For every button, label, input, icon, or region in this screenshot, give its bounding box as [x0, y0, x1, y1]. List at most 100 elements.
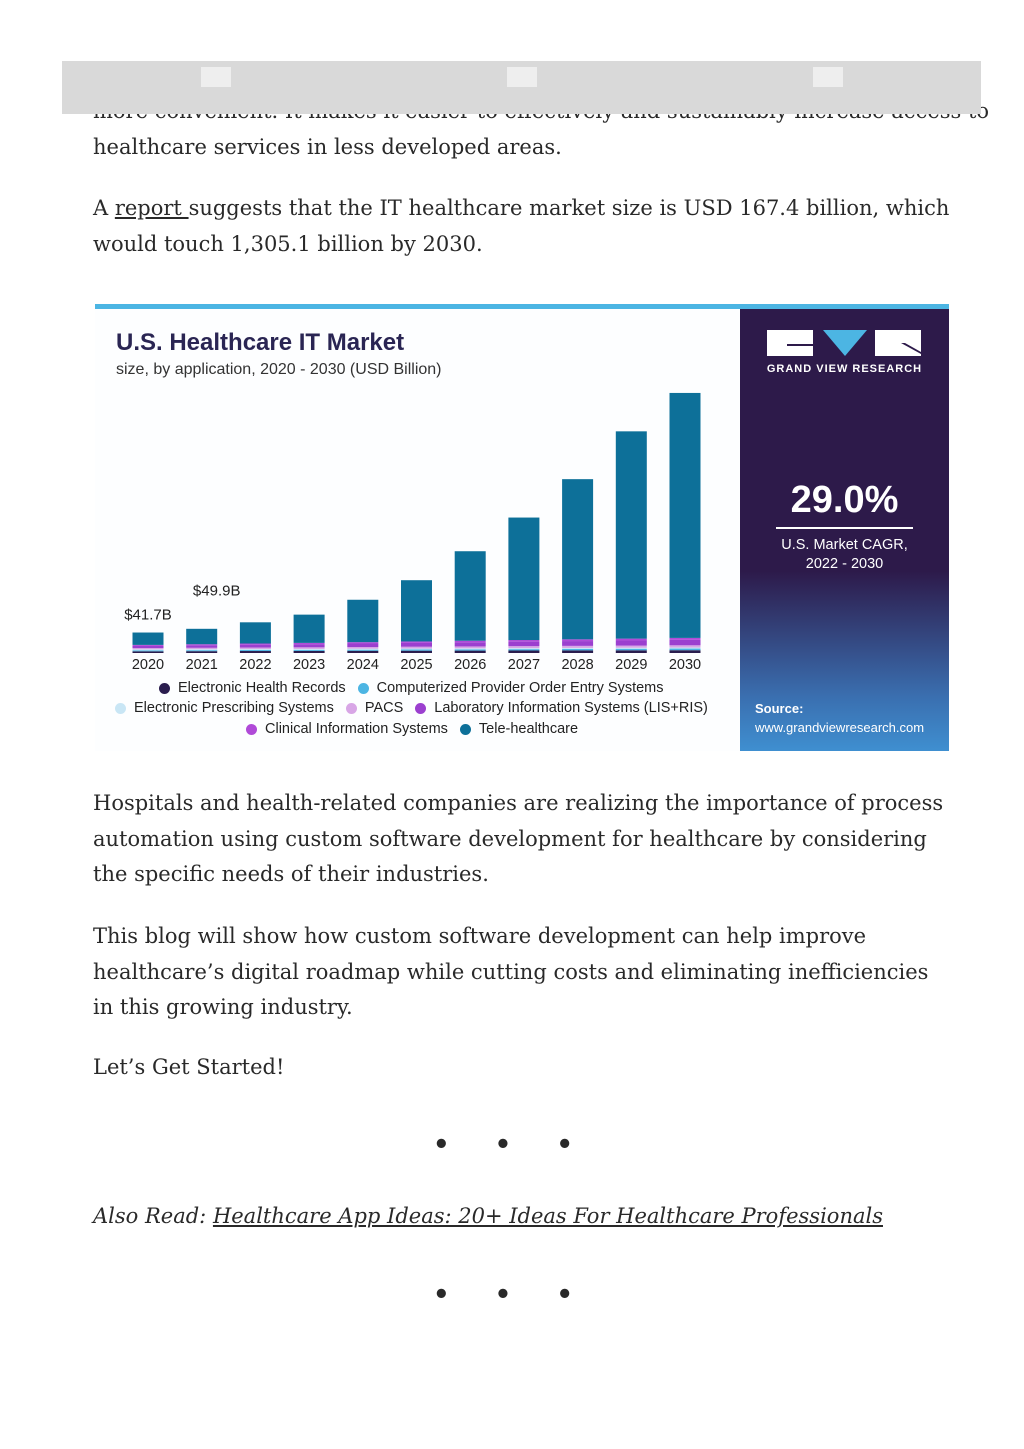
source-label: Source: [755, 701, 804, 716]
paragraph-blog: This blog will show how custom software … [93, 924, 929, 1019]
bar-2029-seg-0 [615, 650, 647, 653]
bar-2028-seg-6 [562, 479, 594, 640]
bar-2027-seg-4 [508, 641, 540, 647]
bar-2025-seg-6 [401, 580, 432, 642]
bar-2028-seg-1 [562, 648, 594, 651]
also-read-link[interactable]: Healthcare App Ideas: 20+ Ideas For Heal… [212, 1204, 883, 1228]
paragraph-get-started: Let’s Get Started! [93, 1055, 285, 1079]
bar-2027-seg-5 [508, 640, 540, 642]
bar-2020-seg-0 [132, 651, 164, 653]
toolbar-mask [62, 61, 981, 114]
bar-2024-seg-3 [347, 647, 379, 649]
bar-2026-seg-2 [454, 648, 486, 650]
bar-2023-seg-5 [293, 642, 325, 645]
grand-view-logo-icon [767, 330, 921, 356]
bar-2030-seg-6 [669, 392, 701, 638]
toolbar-button-c[interactable] [813, 67, 843, 87]
bar-2023-seg-0 [293, 650, 325, 653]
legend-label-lis: Laboratory Information Systems (LIS+RIS) [434, 700, 708, 716]
bar-2022-seg-0 [239, 651, 271, 653]
paragraph-hospitals: Hospitals and health-related companies a… [93, 791, 944, 886]
bar-2023-seg-4 [293, 644, 325, 648]
legend-dot-tele [459, 723, 471, 735]
bar-2023-seg-1 [293, 649, 325, 651]
bar-2030-seg-1 [669, 648, 701, 651]
infographic-top-line [95, 304, 949, 309]
bar-2025-seg-3 [401, 646, 432, 649]
bar-2021-seg-4 [186, 645, 218, 648]
bar-2029-seg-2 [615, 647, 647, 649]
bar-2029-seg-6 [615, 431, 647, 639]
bar-2025-seg-0 [401, 650, 432, 653]
bar-2029-seg-1 [615, 648, 647, 651]
x-tick-2025: 2025 [400, 657, 432, 673]
legend-dot-cis [246, 723, 257, 735]
bar-2021-seg-1 [186, 650, 218, 652]
bar-2026-seg-5 [454, 640, 486, 643]
bar-2028-seg-4 [562, 641, 594, 646]
bar-2021-seg-0 [186, 651, 218, 653]
cagr-value: 29.0% [790, 479, 899, 521]
bar-2022-seg-3 [239, 647, 271, 650]
x-tick-2024: 2024 [347, 657, 379, 673]
bar-2020-seg-5 [132, 644, 164, 646]
bar-2025-seg-4 [401, 642, 432, 647]
bar-2025-seg-2 [401, 648, 432, 650]
bar-2024-seg-4 [347, 643, 379, 648]
x-tick-2030: 2030 [669, 657, 701, 673]
bar-2022-seg-2 [239, 649, 271, 651]
x-tick-2028: 2028 [561, 657, 593, 673]
bar-2022-seg-5 [239, 643, 271, 645]
bar-2026-seg-3 [454, 646, 486, 649]
section-separator-2: • • • [433, 1280, 591, 1310]
report-link[interactable]: report [114, 196, 189, 220]
bar-2021-seg-6 [186, 628, 218, 645]
brand-name: GRAND VIEW RESEARCH [766, 363, 923, 375]
toolbar-button-a[interactable] [201, 67, 231, 87]
bar-2020-seg-4 [132, 645, 164, 649]
stacked-bar-chart: 2020 2021 2022 2023 2024 2025 2026 2027 2028 2029… [124, 392, 701, 673]
x-tick-2029: 2029 [615, 657, 647, 673]
bar-2025-seg-1 [401, 649, 432, 651]
also-read: Also Read: Healthcare App Ideas: 20+ Ide… [93, 1199, 883, 1234]
panel-gradient [740, 571, 949, 751]
toolbar-button-b[interactable] [507, 67, 537, 87]
data-label-2021: $49.9B [193, 582, 241, 599]
report-prefix: A [93, 196, 115, 220]
bar-2024-seg-1 [347, 649, 379, 651]
legend-dot-lis [415, 702, 427, 714]
source-url: www.grandviewresearch.com [755, 720, 925, 735]
x-tick-2020: 2020 [132, 657, 164, 673]
bar-2025-seg-5 [401, 641, 432, 643]
bar-2030-seg-3 [669, 645, 701, 648]
bar-2023-seg-6 [293, 614, 325, 643]
x-tick-2023: 2023 [293, 657, 325, 673]
paragraph-access: healthcare services in less developed ar… [93, 135, 562, 159]
bar-2029-seg-5 [615, 638, 647, 641]
legend-dot-ehr [159, 682, 170, 694]
bar-2028-seg-0 [562, 650, 594, 653]
bar-2027-seg-2 [508, 648, 540, 650]
cagr-panel: GRAND VIEW RESEARCH 29.0% U.S. Market CA… [740, 309, 949, 751]
bar-2027-seg-1 [508, 649, 540, 651]
bar-2026-seg-0 [454, 650, 486, 653]
cagr-label: U.S. Market CAGR, 2022 - 2030 [740, 536, 949, 574]
legend-dot-pacs [345, 702, 357, 714]
legend-label-cpoe: Computerized Provider Order Entry System… [376, 680, 664, 696]
legend-label-eps: Electronic Prescribing Systems [134, 700, 334, 716]
bar-2027-seg-6 [508, 517, 540, 641]
bar-2026-seg-4 [454, 642, 486, 647]
x-tick-2022: 2022 [239, 657, 271, 673]
cagr-label-line2: 2022 - 2030 [805, 556, 884, 572]
legend-dot-eps [115, 702, 126, 714]
section-separator-1: • • • [433, 1130, 591, 1160]
report-suffix: suggests that the IT healthcare market s… [93, 196, 950, 256]
bar-2028-seg-2 [562, 647, 594, 649]
legend-row-1: Electronic Health Records Computerized P… [147, 680, 664, 696]
bar-2027-seg-3 [508, 646, 540, 649]
bar-2029-seg-4 [615, 640, 647, 646]
data-label-2020: $41.7B [124, 606, 172, 623]
bar-2026-seg-6 [454, 551, 486, 641]
bar-2020-seg-2 [132, 649, 164, 651]
legend-label-ehr: Electronic Health Records [178, 680, 346, 696]
